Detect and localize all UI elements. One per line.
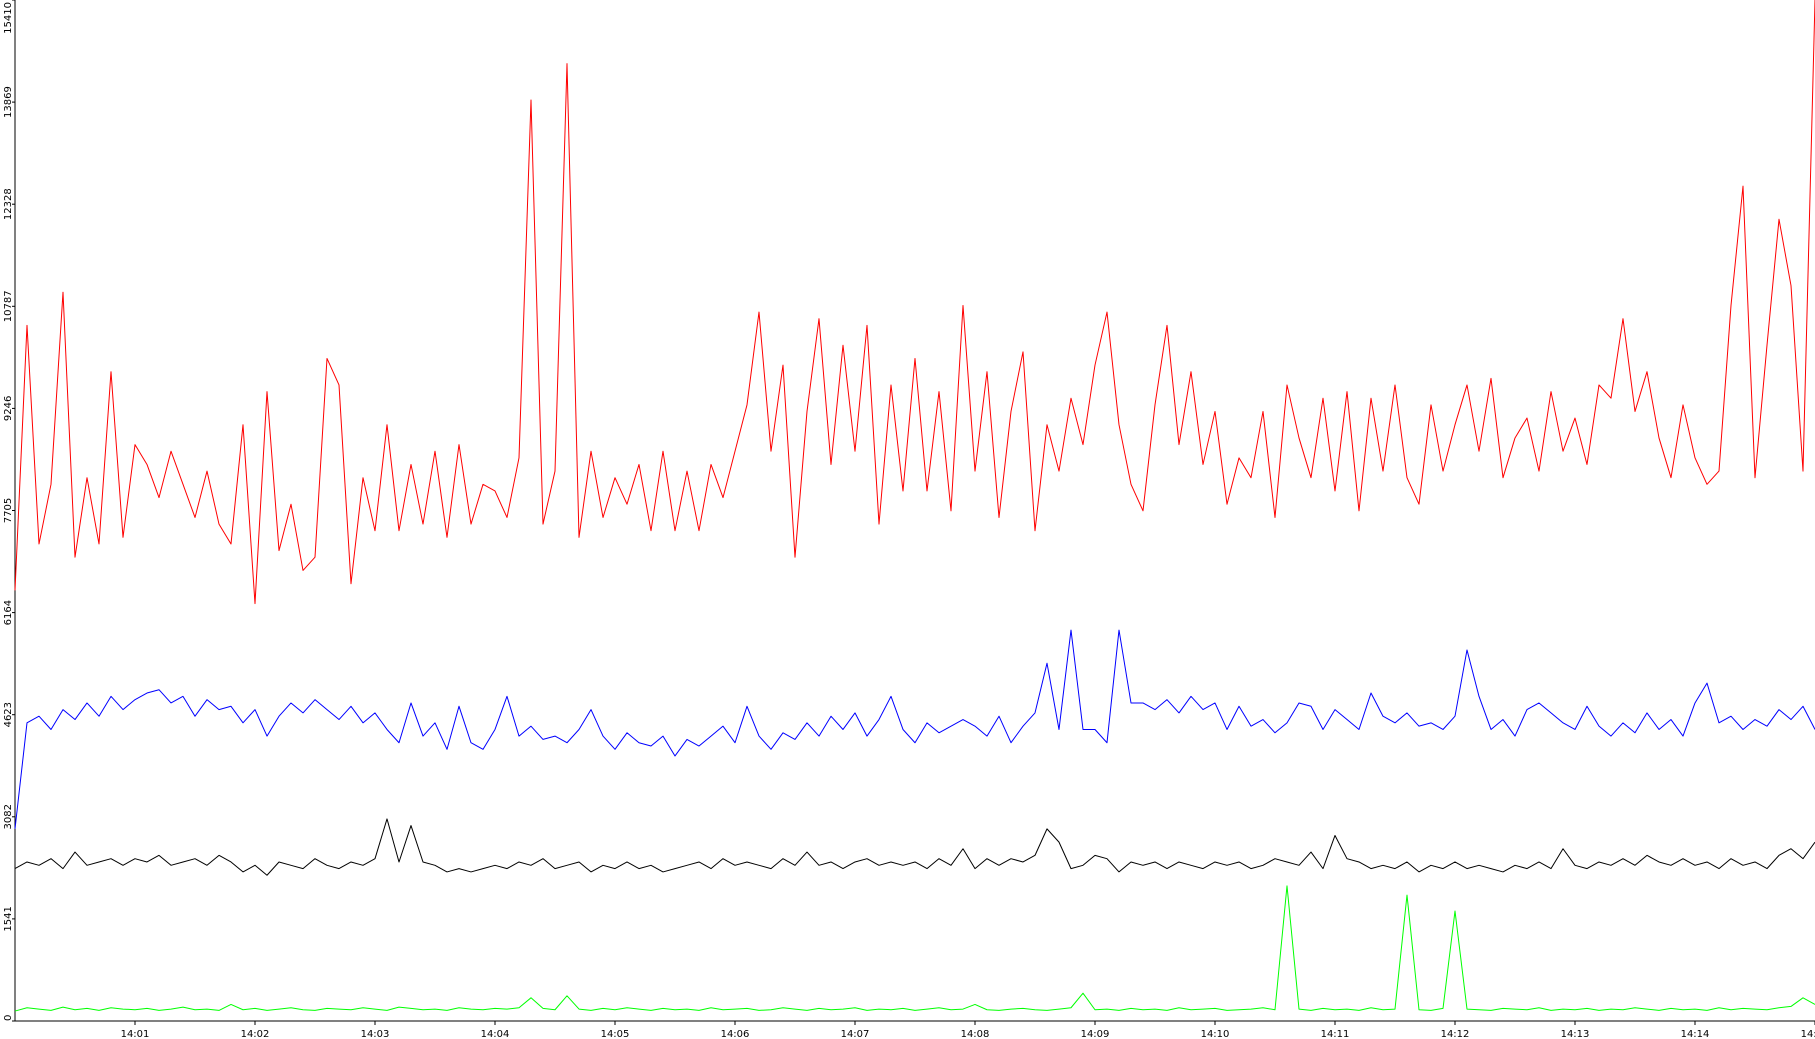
x-tick-label: 14:03 [361,1029,390,1039]
x-tick-label: 14:14 [1681,1029,1710,1039]
x-tick-label: 14:10 [1201,1029,1230,1039]
x-tick-label: 14:15 [1801,1029,1815,1039]
x-tick-label: 14:11 [1321,1029,1350,1039]
x-tick-label: 14:06 [721,1029,750,1039]
y-tick-label: 7705 [3,498,14,523]
y-tick-label: 15410 [3,2,14,34]
data-line [14,0,1815,605]
y-tick-label: 10787 [3,290,14,322]
x-tick-label: 14:01 [121,1029,150,1039]
x-tick-label: 14:05 [601,1029,630,1039]
x-tick-label: 14:09 [1081,1029,1110,1039]
y-tick-label: 1541 [3,906,14,931]
data-line [14,629,1815,829]
x-tick-label: 14:04 [481,1029,510,1039]
x-tick-label: 14:12 [1441,1029,1470,1039]
y-tick-label: 9246 [3,396,14,421]
data-line [14,885,1815,1012]
x-tick-label: 14:02 [241,1029,270,1039]
data-line [14,818,1815,876]
y-tick-label: 4623 [3,702,14,727]
y-tick-label: 13869 [3,86,14,118]
x-tick-label: 14:07 [841,1029,870,1039]
y-tick-label: 0 [3,1015,14,1021]
y-tick-label: 12328 [3,188,14,220]
x-tick-label: 14:13 [1561,1029,1590,1039]
y-tick-label: 3082 [3,804,14,829]
y-tick-label: 6164 [3,600,14,625]
x-tick-label: 14:08 [961,1029,990,1039]
